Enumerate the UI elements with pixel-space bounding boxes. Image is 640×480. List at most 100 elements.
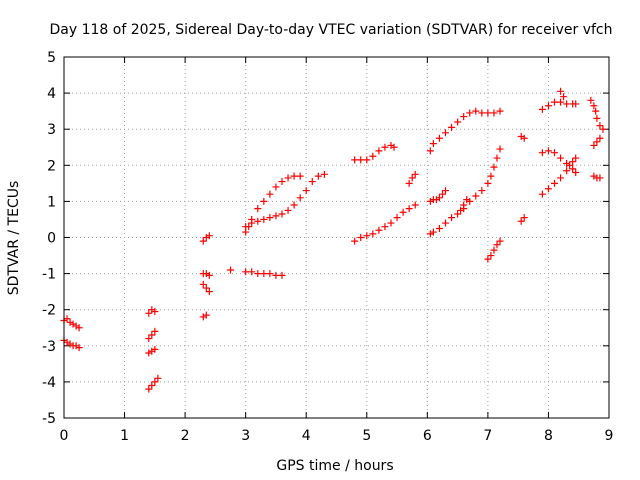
data-point bbox=[429, 228, 437, 236]
x-tick-label: 7 bbox=[483, 428, 492, 444]
y-tick-label: -1 bbox=[42, 267, 56, 283]
data-point bbox=[399, 208, 407, 216]
data-point bbox=[290, 201, 298, 209]
data-point bbox=[493, 241, 501, 249]
data-point bbox=[490, 109, 498, 117]
data-point bbox=[490, 163, 498, 171]
plot-frame bbox=[63, 56, 610, 419]
data-point bbox=[405, 205, 413, 213]
data-point bbox=[266, 270, 274, 278]
grid-lines bbox=[64, 57, 609, 418]
data-point bbox=[493, 154, 501, 162]
x-tick-label: 6 bbox=[423, 428, 432, 444]
data-point bbox=[496, 237, 504, 245]
data-point bbox=[572, 169, 580, 177]
data-point bbox=[405, 179, 413, 187]
data-point bbox=[154, 374, 162, 382]
x-tick-label: 0 bbox=[60, 428, 69, 444]
data-point bbox=[484, 179, 492, 187]
data-point bbox=[148, 382, 156, 390]
data-point bbox=[199, 237, 207, 245]
x-tick-label: 4 bbox=[302, 428, 311, 444]
data-point bbox=[569, 165, 577, 173]
data-point bbox=[496, 107, 504, 115]
data-point bbox=[520, 214, 528, 222]
data-point bbox=[411, 201, 419, 209]
data-point bbox=[148, 331, 156, 339]
data-point bbox=[351, 156, 359, 164]
data-point bbox=[75, 324, 83, 332]
data-point bbox=[484, 109, 492, 117]
data-point bbox=[205, 288, 213, 296]
data-point bbox=[151, 327, 159, 335]
data-point bbox=[460, 201, 468, 209]
data-point bbox=[592, 107, 600, 115]
data-point bbox=[308, 178, 316, 186]
data-point bbox=[438, 190, 446, 198]
data-point bbox=[457, 206, 465, 214]
data-point bbox=[593, 114, 601, 122]
data-point bbox=[296, 194, 304, 202]
data-point bbox=[478, 187, 486, 195]
x-tick-label: 9 bbox=[605, 428, 614, 444]
data-point bbox=[272, 212, 280, 220]
data-point bbox=[426, 147, 434, 155]
data-point bbox=[472, 192, 480, 200]
data-point bbox=[551, 149, 558, 157]
data-point bbox=[266, 190, 274, 198]
data-point bbox=[205, 271, 213, 279]
data-point bbox=[205, 232, 213, 240]
data-point bbox=[408, 174, 416, 182]
data-point bbox=[314, 172, 322, 180]
y-tick-label: 4 bbox=[47, 86, 56, 102]
data-point bbox=[544, 147, 552, 155]
data-point bbox=[487, 172, 495, 180]
data-point bbox=[557, 154, 565, 162]
data-point bbox=[296, 172, 304, 180]
data-point bbox=[587, 96, 595, 104]
data-point bbox=[478, 109, 486, 117]
data-point bbox=[390, 143, 398, 151]
data-point bbox=[254, 217, 262, 225]
data-points bbox=[60, 87, 607, 393]
data-point bbox=[448, 123, 456, 131]
x-tick-label: 3 bbox=[241, 428, 250, 444]
y-tick-label: 2 bbox=[47, 158, 56, 174]
data-point bbox=[284, 206, 292, 214]
data-point bbox=[472, 107, 480, 115]
data-point bbox=[363, 156, 371, 164]
data-point bbox=[563, 159, 571, 167]
data-point bbox=[454, 118, 462, 126]
data-point bbox=[357, 234, 365, 241]
y-tick-label: -2 bbox=[42, 303, 56, 319]
data-point bbox=[466, 109, 474, 117]
data-point bbox=[596, 122, 604, 130]
data-point bbox=[387, 219, 395, 227]
data-point bbox=[569, 158, 577, 166]
data-point bbox=[145, 309, 153, 317]
data-point bbox=[254, 270, 262, 278]
data-point bbox=[435, 194, 443, 202]
y-tick-label: -3 bbox=[42, 339, 56, 355]
data-point bbox=[63, 315, 71, 323]
data-point bbox=[369, 152, 377, 160]
data-point bbox=[199, 280, 207, 288]
data-point bbox=[242, 223, 250, 231]
data-point bbox=[260, 197, 268, 205]
data-point bbox=[593, 138, 601, 146]
data-point bbox=[284, 174, 292, 182]
y-tick-label: -4 bbox=[42, 375, 56, 391]
data-point bbox=[551, 179, 558, 187]
data-point bbox=[487, 252, 495, 260]
data-point bbox=[454, 210, 462, 218]
data-point bbox=[520, 134, 528, 142]
data-point bbox=[242, 268, 250, 276]
data-point bbox=[435, 224, 443, 232]
y-tick-label: -5 bbox=[42, 411, 56, 427]
y-tick-label: 1 bbox=[47, 194, 56, 210]
data-point bbox=[381, 223, 389, 231]
x-tick-label: 1 bbox=[120, 428, 129, 444]
data-point bbox=[596, 174, 604, 182]
data-point bbox=[248, 219, 256, 227]
